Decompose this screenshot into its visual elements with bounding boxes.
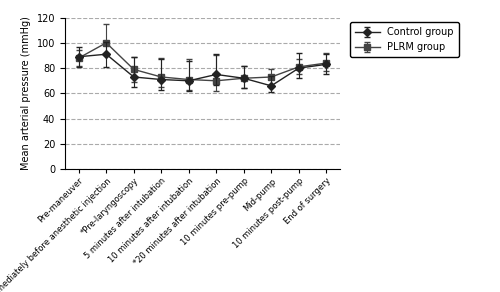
- Legend: Control group, PLRM group: Control group, PLRM group: [350, 22, 459, 57]
- Y-axis label: Mean arterial pressure (mmHg): Mean arterial pressure (mmHg): [21, 17, 31, 170]
